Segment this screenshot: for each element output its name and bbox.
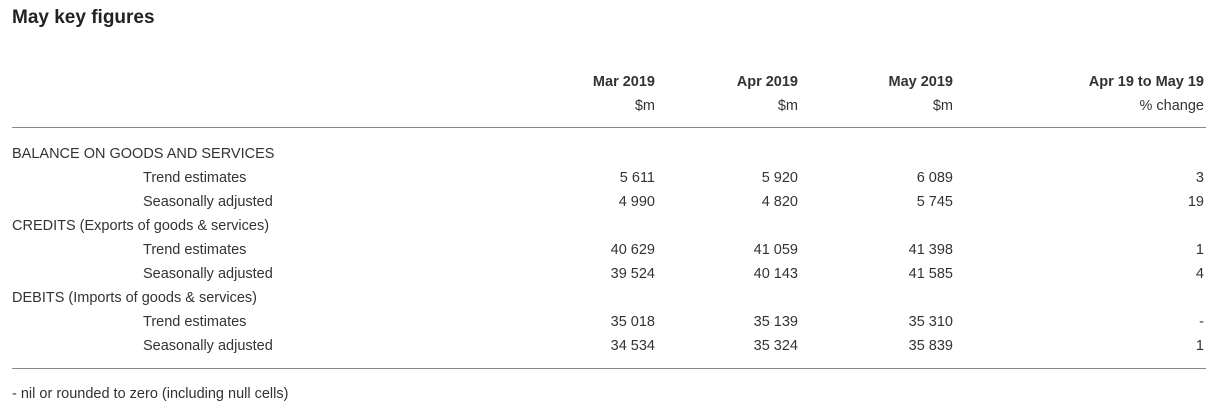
column-unit: $m <box>932 98 953 114</box>
cell: 35 139 <box>753 314 798 330</box>
row-label: Trend estimates <box>143 242 247 258</box>
title: May key figures <box>12 7 155 28</box>
cell: 4 820 <box>761 194 798 210</box>
bottom-rule <box>12 368 1206 369</box>
cell: 4 990 <box>618 194 655 210</box>
column-unit: $m <box>777 98 798 114</box>
cell: 39 524 <box>610 266 655 282</box>
section-label: CREDITS (Exports of goods & services) <box>12 218 270 234</box>
cell: 41 398 <box>908 242 953 258</box>
cell: 35 839 <box>908 338 953 354</box>
cell: 5 745 <box>916 194 953 210</box>
row-label: Seasonally adjusted <box>143 194 273 210</box>
cell: 35 310 <box>908 314 953 330</box>
cell: 5 920 <box>761 170 798 186</box>
cell: 40 629 <box>610 242 655 258</box>
cell: - <box>1199 314 1204 330</box>
row-label: Trend estimates <box>143 170 247 186</box>
column-period: Apr 2019 <box>736 74 798 90</box>
section-label: DEBITS (Imports of goods & services) <box>12 290 257 306</box>
cell: 3 <box>1195 170 1204 186</box>
cell: 6 089 <box>916 170 953 186</box>
cell: 41 585 <box>908 266 953 282</box>
row-label: Trend estimates <box>143 314 247 330</box>
cell: 41 059 <box>753 242 798 258</box>
cell: 1 <box>1195 242 1204 258</box>
column-unit: $m <box>634 98 655 114</box>
cell: 4 <box>1195 266 1204 282</box>
row-label: Seasonally adjusted <box>143 338 273 354</box>
column-period: May 2019 <box>888 74 954 90</box>
header-rule <box>12 127 1206 128</box>
section-label: BALANCE ON GOODS AND SERVICES <box>12 146 275 162</box>
column-unit: % change <box>1139 98 1205 114</box>
footnote: - nil or rounded to zero (including null… <box>12 386 289 402</box>
cell: 35 018 <box>610 314 655 330</box>
column-period: Mar 2019 <box>592 74 655 90</box>
cell: 35 324 <box>753 338 798 354</box>
column-period: Apr 19 to May 19 <box>1088 74 1204 90</box>
cell: 40 143 <box>753 266 798 282</box>
cell: 5 611 <box>619 170 655 186</box>
cell: 1 <box>1195 338 1204 354</box>
row-label: Seasonally adjusted <box>143 266 273 282</box>
cell: 34 534 <box>610 338 655 354</box>
cell: 19 <box>1187 194 1204 210</box>
